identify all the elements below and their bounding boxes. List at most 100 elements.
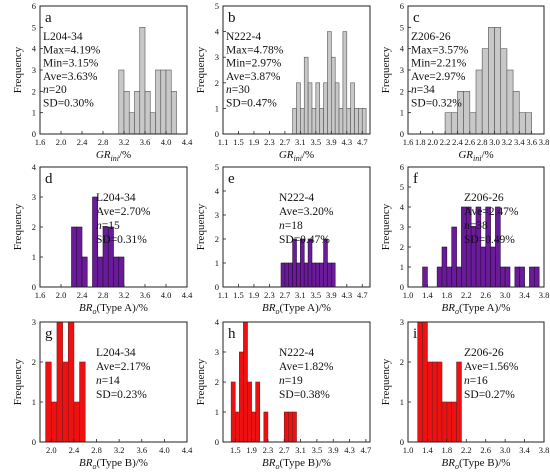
stat-line: Ave=2.17%: [96, 361, 151, 373]
x-tick-label: 3.2: [502, 137, 513, 147]
histogram-bar: [504, 266, 511, 288]
x-tick-label: 3.8: [539, 137, 550, 147]
x-tick-label: 2.4: [77, 137, 88, 147]
x-tick-label: 3.5: [311, 137, 322, 147]
panel-f: 1.0 1.4 1.8 2.2 2.6 3.0 3.4 3.8 0 1 2 3 4 5 6 Frequency…: [380, 162, 549, 316]
histogram-bar: [480, 246, 487, 288]
histogram-bar: [307, 82, 313, 135]
histogram-bar: [71, 226, 78, 288]
histogram-bar: [76, 226, 83, 288]
x-tick-label: 1.0: [403, 290, 414, 300]
x-tick-label: 3.4: [519, 445, 530, 455]
y-tick-label: 1: [215, 407, 219, 417]
y-tick-label: 2: [215, 234, 219, 244]
y-axis-title: Frequency: [195, 46, 207, 93]
histogram-bar: [280, 262, 286, 288]
x-tick-label: 4.0: [159, 445, 170, 455]
stat-line: N222-4: [226, 31, 261, 43]
y-tick-label: 4: [32, 162, 37, 172]
x-tick-label: 3.0: [489, 137, 500, 147]
histogram-bar: [81, 256, 88, 288]
panel-letter: b: [228, 10, 236, 26]
x-axis-title: BRo(Type B)/%: [79, 457, 148, 471]
y-axis-title: Frequency: [380, 358, 392, 405]
histogram-bar: [529, 266, 535, 288]
panel-letter: f: [413, 171, 418, 187]
x-tick-label: 2.2: [440, 137, 451, 147]
histogram-bar: [469, 112, 477, 135]
x-tick-label: 1.6: [35, 290, 46, 300]
axes-frame: [222, 5, 371, 135]
panel-c: 1.6 1.8 2.0 2.2 2.4 2.6 2.8 3.0 3.2 3.4 3.6 3.8 0 1 2 3…: [380, 1, 549, 163]
x-axis-title: GRini/%: [279, 149, 314, 163]
histogram-bar: [481, 48, 489, 135]
y-tick-label: 1: [400, 397, 404, 407]
panel-letter: h: [228, 326, 236, 342]
histogram-bar: [292, 238, 297, 288]
y-tick-label: 1: [215, 258, 219, 268]
y-tick-label: 3: [215, 347, 219, 357]
histogram-bar: [303, 56, 309, 135]
y-tick-label: 5: [215, 162, 219, 172]
histogram-bar: [292, 411, 297, 443]
y-tick-label: 0: [215, 437, 219, 447]
x-tick-label: 3.2: [114, 445, 125, 455]
x-tick-label: 3.1: [295, 445, 306, 455]
histogram-bar: [311, 108, 317, 135]
histogram-bar: [165, 69, 172, 135]
x-tick-label: 4.0: [161, 137, 172, 147]
histogram-bar: [247, 381, 252, 443]
stat-line: Ave=2.97%: [411, 71, 466, 83]
x-tick-label: 2.8: [91, 445, 102, 455]
stat-line: Z206-26: [464, 192, 504, 204]
x-axis-title: BRo(Type A)/%: [442, 302, 511, 316]
y-tick-label: 4: [215, 186, 220, 196]
panel-letter: g: [45, 326, 53, 342]
y-tick-label: 0: [400, 282, 404, 292]
x-tick-label: 3.6: [140, 137, 151, 147]
x-tick-label: 2.3: [263, 445, 274, 455]
y-axis-title: Frequency: [380, 46, 392, 93]
stat-line: n=19: [279, 375, 303, 387]
axes-frame: [39, 321, 188, 443]
y-tick-label: 2: [215, 377, 219, 387]
histogram-bar: [160, 69, 167, 135]
y-axis-title: Frequency: [12, 46, 24, 93]
y-tick-label: 3: [400, 317, 404, 327]
y-tick-label: 1: [32, 252, 36, 262]
histogram-bar: [495, 206, 501, 288]
y-tick-label: 2: [400, 357, 404, 367]
x-tick-label: 2.4: [69, 445, 80, 455]
histogram-bar: [354, 108, 359, 135]
histogram-bar: [350, 82, 355, 135]
y-tick-label: 4: [215, 317, 220, 327]
y-tick-label: 3: [400, 65, 404, 75]
x-tick-label: 4.4: [182, 290, 193, 300]
x-tick-label: 3.5: [311, 290, 322, 300]
panel-letter: e: [228, 171, 235, 187]
stat-line: N222-4: [279, 192, 314, 204]
histogram-bar: [284, 262, 290, 288]
x-tick-label: 1.5: [233, 137, 244, 147]
y-tick-label: 2: [215, 78, 219, 88]
histogram-bar: [451, 401, 457, 443]
x-tick-label: 1.8: [442, 445, 453, 455]
histogram-bar: [307, 238, 313, 288]
x-tick-label: 3.5: [312, 445, 323, 455]
y-tick-label: 1: [400, 108, 404, 118]
stat-line: n=16: [464, 375, 488, 387]
panel-letter: d: [45, 171, 53, 187]
histogram-bar: [327, 262, 332, 288]
histogram-bar: [292, 108, 297, 135]
x-tick-label: 1.1: [218, 290, 229, 300]
y-tick-label: 4: [400, 202, 405, 212]
x-tick-label: 1.6: [35, 137, 46, 147]
histogram-bar: [441, 246, 448, 288]
y-tick-label: 0: [400, 437, 404, 447]
histogram-bar: [319, 108, 324, 135]
histogram-bar: [436, 266, 443, 288]
histogram-bar: [51, 401, 58, 443]
stat-line: Ave=3.63%: [43, 71, 98, 83]
x-tick-label: 1.9: [249, 137, 260, 147]
y-tick-label: 6: [32, 1, 36, 11]
